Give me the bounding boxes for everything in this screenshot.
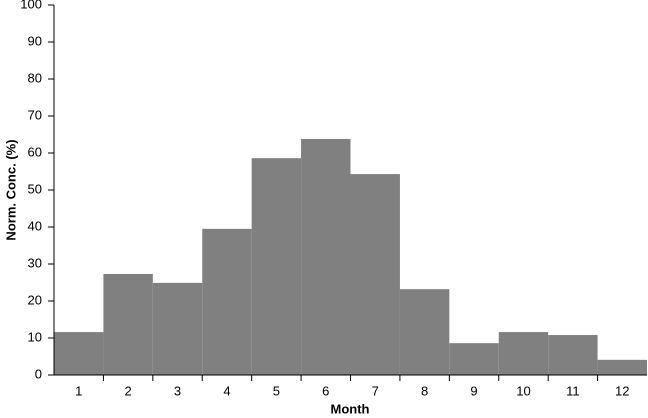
x-tick-label: 8 xyxy=(421,383,428,398)
bar xyxy=(152,282,203,375)
bar xyxy=(251,158,302,375)
bar xyxy=(548,335,598,375)
bar xyxy=(103,273,153,375)
x-tick-label: 2 xyxy=(125,383,132,398)
y-tick-label: 90 xyxy=(28,33,42,48)
bar xyxy=(597,359,647,375)
y-tick-label: 100 xyxy=(20,0,42,11)
y-tick-label: 0 xyxy=(35,366,42,381)
bar xyxy=(498,332,549,375)
y-tick-label: 80 xyxy=(28,70,42,85)
y-tick-label: 40 xyxy=(28,218,42,233)
x-tick-label: 6 xyxy=(322,383,329,398)
bar xyxy=(350,174,400,375)
x-axis-label: Month xyxy=(331,401,370,416)
y-tick-label: 10 xyxy=(28,329,42,344)
y-tick-label: 50 xyxy=(28,181,42,196)
bar xyxy=(202,228,252,375)
y-tick-label: 60 xyxy=(28,144,42,159)
bar xyxy=(301,138,351,375)
y-axis-label: Norm. Conc. (%) xyxy=(3,139,18,240)
bar xyxy=(54,332,104,375)
x-tick-label: 10 xyxy=(516,383,530,398)
y-tick-label: 30 xyxy=(28,255,42,270)
y-tick-label: 70 xyxy=(28,107,42,122)
x-tick-label: 7 xyxy=(372,383,379,398)
x-tick-label: 3 xyxy=(174,383,181,398)
x-tick-label: 5 xyxy=(273,383,280,398)
bar xyxy=(399,289,450,375)
x-tick-label: 12 xyxy=(615,383,629,398)
x-tick-label: 4 xyxy=(223,383,230,398)
x-tick-label: 1 xyxy=(75,383,82,398)
x-tick-label: 9 xyxy=(470,383,477,398)
y-tick-label: 20 xyxy=(28,292,42,307)
x-tick-label: 11 xyxy=(566,383,580,398)
bar xyxy=(449,343,499,375)
